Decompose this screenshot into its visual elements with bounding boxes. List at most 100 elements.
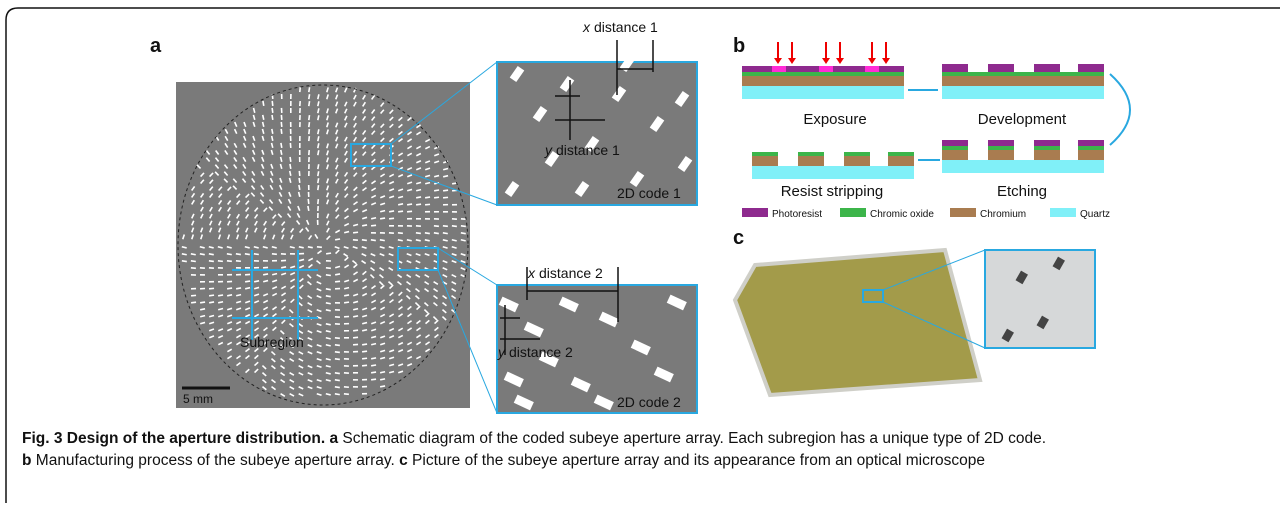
quartz-layer bbox=[752, 166, 914, 179]
caption-label: b bbox=[22, 452, 31, 469]
aperture bbox=[353, 351, 358, 353]
caption-label: a bbox=[329, 430, 338, 447]
aperture bbox=[227, 274, 232, 276]
aperture bbox=[344, 316, 349, 318]
aperture bbox=[353, 372, 358, 374]
aperture bbox=[326, 260, 331, 262]
aperture bbox=[434, 218, 439, 220]
dimension-label: ydistance 2 bbox=[497, 344, 573, 360]
legend-swatch bbox=[742, 208, 768, 217]
aperture bbox=[308, 171, 310, 176]
aperture bbox=[218, 267, 223, 269]
aperture bbox=[200, 288, 205, 290]
aperture bbox=[344, 365, 349, 367]
aperture bbox=[353, 386, 358, 388]
aperture bbox=[254, 260, 259, 262]
chromium-layer bbox=[752, 156, 778, 166]
chromium-layer bbox=[1078, 150, 1104, 160]
aperture bbox=[272, 260, 277, 262]
aperture bbox=[353, 365, 358, 367]
aperture bbox=[317, 220, 319, 225]
panel-label: c bbox=[733, 227, 744, 249]
aperture bbox=[308, 192, 310, 197]
aperture bbox=[398, 225, 403, 227]
exposed-area bbox=[772, 66, 786, 72]
aperture bbox=[299, 136, 301, 141]
aperture bbox=[191, 274, 196, 276]
aperture bbox=[344, 337, 349, 339]
aperture bbox=[344, 351, 349, 353]
resist-layer bbox=[1078, 140, 1104, 146]
oxide-layer bbox=[742, 72, 904, 76]
aperture bbox=[380, 232, 385, 234]
resist-layer bbox=[1034, 64, 1060, 72]
aperture bbox=[434, 211, 439, 213]
aperture bbox=[281, 260, 286, 262]
aperture bbox=[263, 260, 268, 262]
panel-label: a bbox=[150, 35, 162, 57]
legend-label: Chromium bbox=[980, 209, 1026, 220]
aperture bbox=[362, 379, 367, 381]
aperture bbox=[299, 115, 301, 120]
aperture bbox=[443, 211, 448, 213]
aperture bbox=[191, 288, 196, 290]
aperture bbox=[416, 218, 421, 220]
legend-label: Photoresist bbox=[772, 209, 822, 220]
aperture bbox=[299, 150, 301, 155]
quartz-layer bbox=[942, 160, 1104, 173]
dimension-variable: y bbox=[497, 344, 506, 360]
oxide-layer bbox=[888, 152, 914, 156]
page: a Subregion 5 mm xdistance 1 ydistance 1… bbox=[0, 0, 1285, 507]
aperture bbox=[290, 101, 292, 106]
aperture bbox=[344, 323, 349, 325]
oxide-layer bbox=[1034, 146, 1060, 150]
oxide-layer bbox=[1078, 146, 1104, 150]
resist-layer bbox=[1034, 140, 1060, 146]
step-label: Resist stripping bbox=[781, 183, 884, 200]
oxide-layer bbox=[942, 72, 1104, 76]
oxide-layer bbox=[752, 152, 778, 156]
caption-text: Schematic diagram of the coded subeye ap… bbox=[342, 430, 1046, 447]
aperture bbox=[281, 108, 283, 113]
exposure-arrow bbox=[788, 58, 796, 64]
dimension-label: ydistance 1 bbox=[544, 142, 620, 158]
oxide-layer bbox=[942, 146, 968, 150]
process-diagram: ExposureDevelopmentResist strippingEtchi… bbox=[742, 42, 1130, 200]
aperture bbox=[254, 267, 259, 269]
scale-label: 5 mm bbox=[183, 392, 213, 406]
aperture bbox=[218, 274, 223, 276]
aperture bbox=[407, 218, 412, 220]
aperture bbox=[299, 157, 301, 162]
exposure-arrow bbox=[868, 58, 876, 64]
aperture bbox=[200, 281, 205, 283]
aperture bbox=[389, 225, 394, 227]
aperture bbox=[371, 232, 376, 234]
chromium-layer bbox=[844, 156, 870, 166]
dimension-text: distance 1 bbox=[594, 19, 658, 35]
caption-text: Manufacturing process of the subeye aper… bbox=[36, 452, 395, 469]
aperture bbox=[290, 136, 292, 141]
quartz-layer bbox=[742, 86, 904, 99]
exposure-arrow bbox=[774, 58, 782, 64]
dimension-variable: x bbox=[527, 265, 536, 281]
aperture bbox=[236, 267, 241, 269]
chromium-layer bbox=[942, 150, 968, 160]
chromium-layer bbox=[942, 76, 1104, 86]
step-label: Exposure bbox=[803, 111, 866, 128]
exposure-arrow bbox=[822, 58, 830, 64]
aperture bbox=[353, 344, 358, 346]
aperture bbox=[290, 129, 292, 134]
aperture bbox=[308, 164, 310, 169]
exposed-area bbox=[865, 66, 879, 72]
aperture bbox=[299, 253, 304, 255]
legend-label: Quartz bbox=[1080, 209, 1110, 220]
caption-text: Picture of the subeye aperture array and… bbox=[412, 452, 985, 469]
aperture-image bbox=[176, 82, 470, 408]
dimension-label: xdistance 2 bbox=[527, 265, 603, 281]
aperture bbox=[317, 213, 319, 218]
step-label: Development bbox=[978, 111, 1067, 128]
exposed-area bbox=[819, 66, 833, 72]
chromium-layer bbox=[798, 156, 824, 166]
caption: Fig. 3 Design of the aperture distributi… bbox=[22, 428, 1272, 472]
aperture bbox=[290, 122, 292, 127]
